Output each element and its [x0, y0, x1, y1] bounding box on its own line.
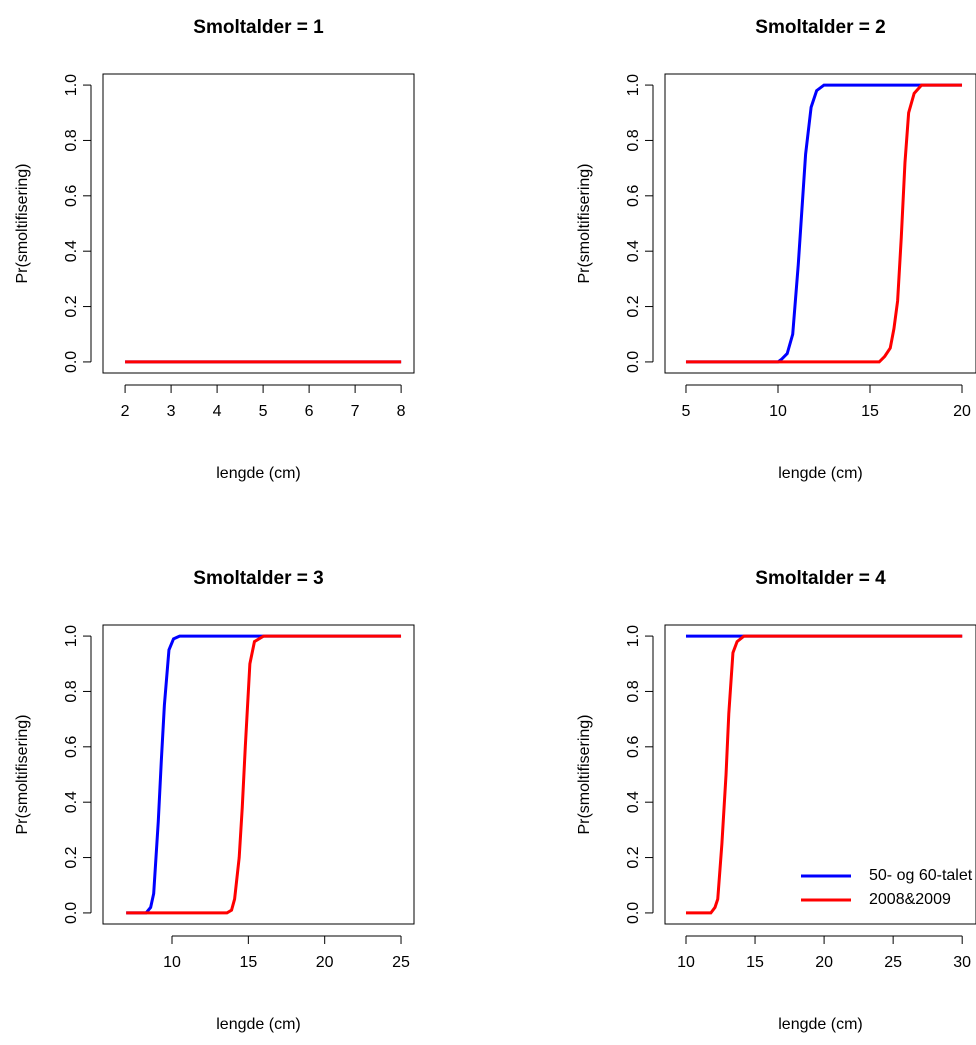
- y-tick-label: 0.0: [63, 351, 80, 373]
- plot-box: [664, 73, 976, 374]
- y-tick-label: 1.0: [63, 74, 80, 96]
- x-tick-label: 20: [953, 403, 971, 420]
- plot-box: [102, 73, 415, 374]
- x-tick-label: 10: [677, 954, 695, 971]
- series-line: [126, 634, 402, 915]
- y-axis-label: Pr(smoltifisering): [14, 163, 31, 283]
- y-tick-label: 0.4: [625, 240, 642, 262]
- x-tick-label: 25: [392, 954, 410, 971]
- y-axis-label: Pr(smoltifisering): [576, 714, 593, 834]
- y-tick-label: 0.4: [63, 791, 80, 813]
- x-tick-label: 15: [861, 403, 879, 420]
- plot-box: [664, 624, 976, 925]
- y-tick-label: 1.0: [625, 625, 642, 647]
- x-tick-label: 30: [953, 954, 971, 971]
- series-line: [126, 634, 402, 915]
- y-axis-label: Pr(smoltifisering): [14, 714, 31, 834]
- x-tick-label: 15: [239, 954, 257, 971]
- x-tick-label: 15: [746, 954, 764, 971]
- y-tick-label: 1.0: [63, 625, 80, 647]
- x-tick-label: 2: [121, 403, 130, 420]
- legend-label: 50- og 60-talet: [869, 867, 973, 884]
- y-tick-label: 0.0: [625, 902, 642, 924]
- x-tick-label: 25: [884, 954, 902, 971]
- y-tick-label: 0.6: [63, 185, 80, 207]
- y-tick-label: 0.8: [63, 680, 80, 702]
- y-tick-label: 0.8: [63, 129, 80, 151]
- x-tick-label: 10: [163, 954, 181, 971]
- y-tick-label: 0.4: [63, 240, 80, 262]
- y-tick-label: 0.6: [625, 185, 642, 207]
- x-tick-label: 6: [305, 403, 314, 420]
- y-tick-label: 0.0: [625, 351, 642, 373]
- y-tick-label: 0.2: [63, 846, 80, 868]
- y-tick-label: 0.6: [63, 736, 80, 758]
- x-tick-label: 4: [213, 403, 222, 420]
- x-tick-label: 20: [316, 954, 334, 971]
- y-tick-label: 0.8: [625, 680, 642, 702]
- y-tick-label: 1.0: [625, 74, 642, 96]
- x-tick-label: 5: [682, 403, 691, 420]
- legend-label: 2008&2009: [869, 891, 951, 908]
- chart-title: Smoltalder = 3: [193, 568, 323, 589]
- y-axis-label: Pr(smoltifisering): [576, 163, 593, 283]
- x-tick-label: 5: [259, 403, 268, 420]
- chart-title: Smoltalder = 2: [755, 17, 885, 38]
- x-tick-label: 7: [351, 403, 360, 420]
- chart-title: Smoltalder = 1: [193, 17, 324, 38]
- series-line: [685, 83, 963, 364]
- y-tick-label: 0.2: [63, 295, 80, 317]
- x-tick-label: 8: [397, 403, 406, 420]
- series-line: [685, 634, 963, 915]
- x-axis-label: lengde (cm): [778, 465, 862, 482]
- series-line: [685, 83, 963, 364]
- x-tick-label: 20: [815, 954, 833, 971]
- x-axis-label: lengde (cm): [216, 465, 300, 482]
- y-tick-label: 0.4: [625, 791, 642, 813]
- chart-title: Smoltalder = 4: [755, 568, 886, 589]
- x-tick-label: 10: [769, 403, 787, 420]
- x-tick-label: 3: [167, 403, 176, 420]
- x-axis-label: lengde (cm): [216, 1016, 300, 1033]
- y-tick-label: 0.8: [625, 129, 642, 151]
- y-tick-label: 0.2: [625, 295, 642, 317]
- plot-box: [102, 624, 415, 925]
- y-tick-label: 0.0: [63, 902, 80, 924]
- y-tick-label: 0.2: [625, 846, 642, 868]
- x-axis-label: lengde (cm): [778, 1016, 862, 1033]
- y-tick-label: 0.6: [625, 736, 642, 758]
